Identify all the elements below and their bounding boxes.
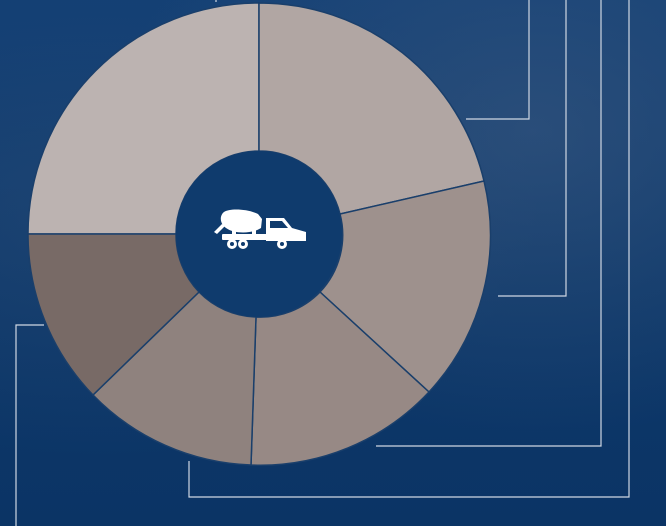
- connector-line-right: [498, 0, 567, 297]
- connector-line-top-right: [466, 0, 530, 120]
- concrete-mixer-truck-icon: [214, 209, 306, 249]
- segment-left[interactable]: [27, 233, 201, 397]
- connector-line-left: [15, 324, 44, 526]
- donut-segments: [27, 2, 492, 466]
- segment-bottom[interactable]: [91, 290, 257, 466]
- connector-line-bottom-right: [376, 0, 602, 447]
- segment-right[interactable]: [318, 180, 492, 394]
- segment-top-right[interactable]: [258, 2, 485, 215]
- connector-line-bottom: [188, 0, 630, 498]
- segment-bottom-right[interactable]: [250, 290, 431, 466]
- connector-lines: [15, 0, 630, 526]
